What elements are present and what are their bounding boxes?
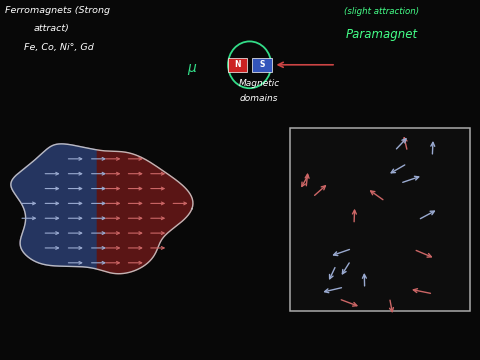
Text: attract): attract): [34, 24, 70, 33]
Text: μ: μ: [187, 61, 196, 75]
Text: (slight attraction): (slight attraction): [344, 8, 419, 17]
FancyBboxPatch shape: [228, 58, 247, 72]
FancyBboxPatch shape: [290, 128, 470, 311]
Text: Fe, Co, Ni°, Gd: Fe, Co, Ni°, Gd: [24, 43, 94, 52]
Text: Magnetic: Magnetic: [239, 80, 280, 89]
Polygon shape: [11, 144, 193, 274]
FancyBboxPatch shape: [252, 58, 272, 72]
Text: S: S: [259, 60, 265, 69]
Text: domains: domains: [240, 94, 278, 103]
Text: Ferromagnets (Strong: Ferromagnets (Strong: [5, 6, 110, 15]
Text: Paramagnet: Paramagnet: [346, 28, 418, 41]
Polygon shape: [11, 144, 96, 269]
Text: N: N: [234, 60, 240, 69]
